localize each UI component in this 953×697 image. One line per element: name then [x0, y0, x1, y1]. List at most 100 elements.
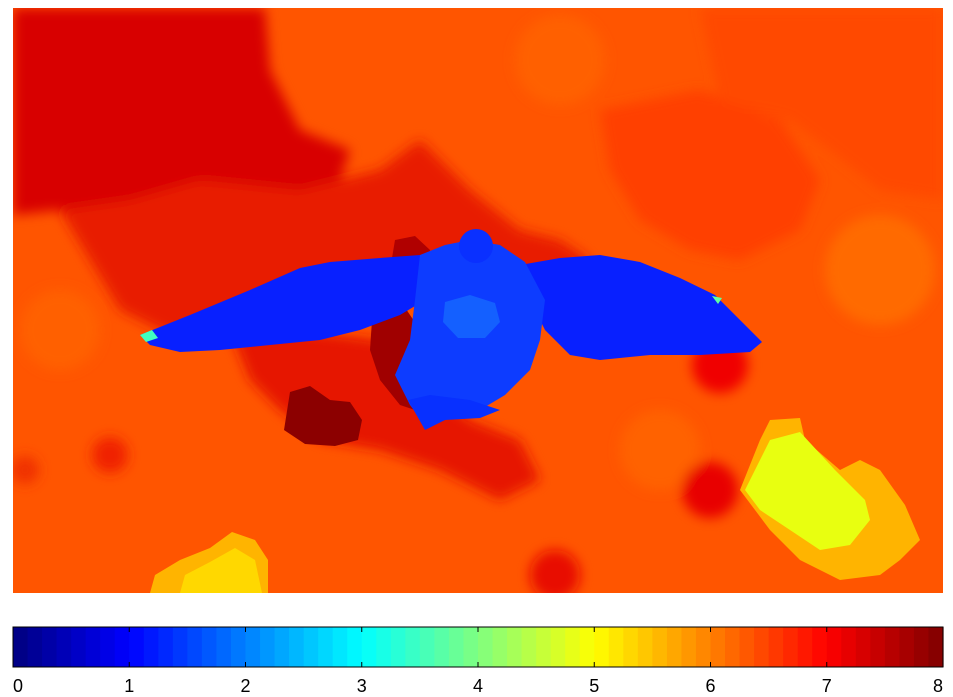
colorbar: 0 1 2 3 4 5 6 7 8	[12, 626, 944, 696]
colorbar-tick-label: 4	[473, 676, 483, 696]
colorbar-cell	[681, 627, 697, 667]
colorbar-cell	[100, 627, 116, 667]
colorbar-cell	[507, 627, 523, 667]
center-red-region	[230, 330, 540, 500]
colorbar-cell	[289, 627, 305, 667]
colorbar-ticks	[12, 627, 944, 667]
colorbar-cell	[841, 627, 857, 667]
colorbar-cell	[448, 627, 465, 667]
bird-wing-right	[520, 255, 762, 360]
colorbar-cell	[56, 627, 72, 667]
colorbar-cell	[42, 627, 58, 667]
colorbar-cell	[478, 627, 494, 667]
orange-patch	[515, 15, 605, 105]
colorbar-cell	[579, 627, 595, 667]
colorbar-gradient	[13, 627, 944, 667]
colorbar-cell	[361, 627, 377, 667]
colorbar-cell	[172, 627, 188, 667]
colorbar-tick-label: 0	[13, 676, 23, 696]
colorbar-cell	[550, 627, 566, 667]
orange-patch	[825, 215, 935, 325]
bird-head	[459, 229, 493, 263]
red-spot	[682, 462, 738, 518]
colorbar-cell	[347, 627, 363, 667]
orange-patch	[20, 290, 100, 370]
colorbar-cell	[710, 627, 726, 667]
colorbar-cell	[928, 627, 944, 667]
colorbar-cell	[812, 627, 828, 667]
colorbar-cell	[594, 627, 610, 667]
bird-shape	[140, 229, 762, 430]
colorbar-cell	[129, 627, 145, 667]
right-red-region	[600, 90, 820, 260]
colorbar-tick-labels: 0 1 2 3 4 5 6 7 8	[13, 676, 943, 696]
colorbar-cell	[884, 627, 901, 667]
colorbar-cell	[463, 627, 479, 667]
colorbar-cell	[899, 627, 915, 667]
colorbar-cell	[318, 627, 334, 667]
colorbar-cell	[143, 627, 159, 667]
colorbar-cell	[332, 627, 348, 667]
colorbar-cell	[201, 627, 218, 667]
colorbar-cell	[274, 627, 290, 667]
colorbar-cell	[376, 627, 392, 667]
bird-tail	[408, 395, 500, 430]
colorbar-cell	[826, 627, 842, 667]
colorbar-cell	[652, 627, 668, 667]
colorbar-tick-label: 8	[933, 676, 943, 696]
colorbar-tick-label: 2	[240, 676, 250, 696]
colorbar-cell	[13, 627, 29, 667]
colorbar-cell	[216, 627, 232, 667]
red-spot	[13, 456, 39, 484]
colorbar-cell	[419, 627, 436, 667]
colorbar-cell	[405, 627, 421, 667]
colorbar-cell	[913, 627, 930, 667]
bird-chest-highlight	[443, 295, 500, 338]
colorbar-cell	[492, 627, 508, 667]
red-spot	[92, 437, 128, 473]
colorbar-cell	[434, 627, 450, 667]
colorbar-cell	[623, 627, 639, 667]
colorbar-cell	[521, 627, 537, 667]
colorbar-cell	[536, 627, 552, 667]
colorbar-cell	[637, 627, 653, 667]
dark-red-patch	[284, 386, 362, 446]
colorbar-cell	[230, 627, 247, 667]
colorbar-cell	[783, 627, 799, 667]
colorbar-cell	[739, 627, 755, 667]
colorbar-cell	[260, 627, 276, 667]
colorbar-cell	[870, 627, 886, 667]
colorbar-cell	[85, 627, 101, 667]
colorbar-tick-label: 6	[705, 676, 715, 696]
orange-patch	[620, 410, 700, 490]
colorbar-tick-label: 7	[822, 676, 832, 696]
bird-wing-left	[140, 255, 430, 352]
left-wingtip-fringe	[140, 330, 158, 342]
colorbar-cell	[797, 627, 813, 667]
red-spot	[530, 550, 580, 593]
yellow-patch-bottom-left-core	[180, 548, 262, 593]
heatmap-image	[13, 8, 943, 593]
colorbar-cell	[608, 627, 624, 667]
colorbar-tick-label: 1	[124, 676, 134, 696]
colorbar-tick-label: 5	[589, 676, 599, 696]
colorbar-cell	[114, 627, 130, 667]
right-wingtip-fringe	[712, 296, 722, 304]
colorbar-cell	[565, 627, 581, 667]
colorbar-cell	[390, 627, 406, 667]
top-right-orange-region	[700, 8, 943, 200]
colorbar-cell	[695, 627, 712, 667]
colorbar-tick-label: 3	[357, 676, 367, 696]
yellow-green-core	[745, 432, 870, 550]
colorbar-cell	[725, 627, 741, 667]
colorbar-cell	[768, 627, 784, 667]
colorbar-cell	[303, 627, 319, 667]
colorbar-cell	[27, 627, 43, 667]
colorbar-cell	[245, 627, 261, 667]
colorbar-cell	[855, 627, 871, 667]
colorbar-cell	[754, 627, 770, 667]
colorbar-cell	[158, 627, 174, 667]
colorbar-cell	[666, 627, 683, 667]
colorbar-cell	[187, 627, 203, 667]
